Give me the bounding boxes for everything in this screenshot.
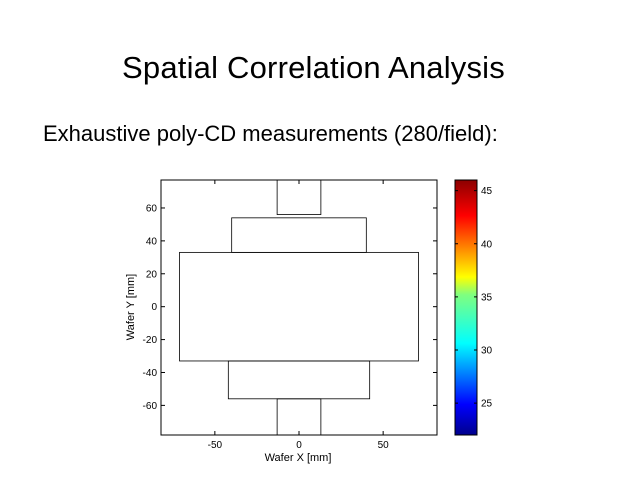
y-tick-label: 60 xyxy=(146,203,158,214)
plot-area xyxy=(160,179,438,436)
y-tick-label: -20 xyxy=(143,335,158,346)
colorbar-ticks: 25 30 35 40 45 xyxy=(455,186,493,410)
colorbar-tick-label: 45 xyxy=(481,186,493,197)
colorbar-tick-label: 35 xyxy=(481,292,493,303)
colorbar-tick-label: 25 xyxy=(481,399,493,410)
slide-title: Spatial Correlation Analysis xyxy=(122,50,505,85)
y-tick-label: 40 xyxy=(146,236,158,247)
colorbar-tick-label: 40 xyxy=(481,239,493,250)
colorbar-tick-label: 30 xyxy=(481,346,493,357)
y-tick-label: 20 xyxy=(146,269,158,280)
slide-subtitle: Exhaustive poly-CD measurements (280/fie… xyxy=(43,121,498,146)
x-tick-label: -50 xyxy=(208,440,223,451)
y-tick-label: -60 xyxy=(143,401,158,412)
colorbar xyxy=(454,179,478,436)
x-tick-label: 50 xyxy=(378,440,390,451)
x-axis-label: Wafer X [mm] xyxy=(265,452,332,464)
axes: -50 0 50 60 40 20 0 -20 -40 -60 xyxy=(143,180,437,451)
y-axis-label: Wafer Y [mm] xyxy=(125,274,137,340)
y-tick-label: -40 xyxy=(143,368,158,379)
x-tick-label: 0 xyxy=(296,440,302,451)
y-tick-label: 0 xyxy=(151,302,157,313)
